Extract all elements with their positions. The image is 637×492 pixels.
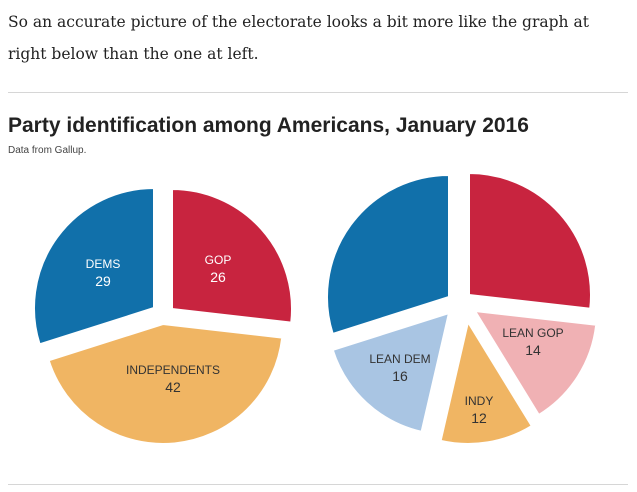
bottom-divider [8, 484, 628, 485]
pie-chart-left: DEMS 29 GOP 26 INDEPENDENTS 42 [33, 186, 293, 445]
slice-gop [171, 187, 293, 324]
slice-dems [33, 186, 155, 346]
slice-dems [326, 173, 450, 336]
slice-label-lean_gop: LEAN GOP [502, 326, 563, 340]
slice-value-lean_dem: 16 [392, 368, 408, 384]
slice-independents [47, 322, 284, 445]
intro-text: So an accurate picture of the electorate… [8, 13, 589, 63]
slice-lean_gop [473, 309, 598, 417]
slice-value-lean_gop: 14 [525, 342, 541, 358]
slice-label-dems: DEMS [86, 257, 121, 271]
slice-value-dems: 29 [95, 273, 111, 289]
slice-label-indy: INDY [465, 394, 494, 408]
chart-title: Party identification among Americans, Ja… [8, 114, 529, 137]
slice-gop [468, 171, 592, 310]
slice-label-lean_dem: LEAN DEM [369, 352, 430, 366]
slice-value-independents: 42 [165, 379, 181, 395]
slice-value-gop: 26 [210, 269, 226, 285]
slice-value-indy: 12 [471, 410, 487, 426]
chart-subtitle: Data from Gallup. [8, 145, 87, 156]
pie-chart-right: LEAN GOP 14 INDY 12 LEAN DEM 16 [326, 171, 598, 445]
slice-label-independents: INDEPENDENTS [126, 363, 220, 377]
slice-indy [439, 319, 534, 445]
slice-lean_dem [331, 311, 451, 434]
top-divider [8, 92, 628, 93]
slice-label-gop: GOP [205, 253, 232, 267]
